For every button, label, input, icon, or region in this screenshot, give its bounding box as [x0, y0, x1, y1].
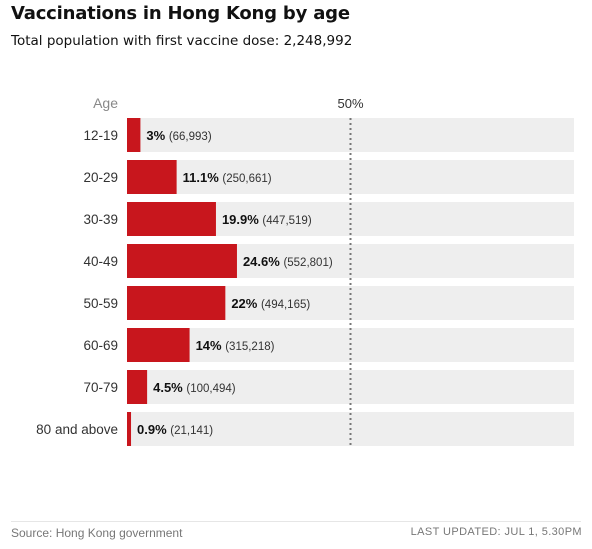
category-label: 70-79: [83, 380, 118, 395]
data-label-percent: 11.1%: [183, 170, 223, 185]
data-label: 11.1% (250,661): [183, 170, 272, 185]
data-label-count: (100,494): [186, 383, 235, 395]
data-label: 4.5% (100,494): [153, 380, 236, 395]
bar: [127, 286, 226, 320]
data-label-percent: 24.6%: [243, 254, 283, 269]
data-label: 19.9% (447,519): [222, 212, 312, 227]
data-label-count: (494,165): [261, 299, 310, 311]
category-label: 20-29: [83, 170, 118, 185]
data-label-count: (447,519): [262, 215, 311, 227]
data-label-count: (315,218): [225, 341, 274, 353]
bar-row: 40-49 24.6% (552,801): [83, 244, 574, 278]
reference-line-label: 50%: [337, 96, 363, 111]
data-label-count: (21,141): [170, 425, 213, 437]
data-label: 3% (66,993): [146, 128, 211, 143]
data-label-percent: 3%: [146, 128, 168, 143]
bar-row: 30-39 19.9% (447,519): [83, 202, 574, 236]
data-label-count: (250,661): [222, 173, 271, 185]
category-label: 80 and above: [36, 422, 118, 437]
data-label-percent: 0.9%: [137, 422, 170, 437]
subtitle-label: Total population with first vaccine dose…: [11, 33, 280, 49]
bar-row: 60-69 14% (315,218): [83, 328, 574, 362]
data-label-percent: 19.9%: [222, 212, 262, 227]
category-label: 12-19: [83, 128, 118, 143]
category-label: 30-39: [83, 212, 118, 227]
subtitle-value: 2,248,992: [283, 33, 353, 49]
bar-row: 50-59 22% (494,165): [83, 286, 574, 320]
bar: [127, 370, 148, 404]
data-label: 14% (315,218): [196, 338, 275, 353]
data-label-percent: 14%: [196, 338, 226, 353]
category-axis-label: Age: [93, 95, 118, 111]
bar: [127, 160, 177, 194]
bar-row: 70-79 4.5% (100,494): [83, 370, 574, 404]
data-label-count: (552,801): [283, 257, 332, 269]
data-label-percent: 4.5%: [153, 380, 186, 395]
data-label: 22% (494,165): [231, 296, 310, 311]
source-note: Source: Hong Kong government: [11, 526, 183, 540]
data-label: 24.6% (552,801): [243, 254, 333, 269]
bar: [127, 328, 190, 362]
chart-subtitle: Total population with first vaccine dose…: [11, 33, 352, 49]
bar-rows: 12-19 3% (66,993) 20-29 11.1% (250,661) 30-3…: [36, 118, 574, 446]
bar: [127, 244, 237, 278]
bar-row: 20-29 11.1% (250,661): [83, 160, 574, 194]
bar-row: 12-19 3% (66,993): [83, 118, 574, 152]
bar: [127, 412, 132, 446]
bar: [127, 202, 216, 236]
data-label: 0.9% (21,141): [137, 422, 213, 437]
data-label-count: (66,993): [169, 131, 212, 143]
bar: [127, 118, 141, 152]
chart-title: Vaccinations in Hong Kong by age: [11, 3, 350, 24]
last-updated: LAST UPDATED: JUL 1, 5.30PM: [410, 526, 582, 538]
category-label: 40-49: [83, 254, 118, 269]
category-label: 50-59: [83, 296, 118, 311]
bar-row: 80 and above 0.9% (21,141): [36, 412, 574, 446]
footer-divider: [11, 521, 581, 522]
data-label-percent: 22%: [231, 296, 261, 311]
category-label: 60-69: [83, 338, 118, 353]
